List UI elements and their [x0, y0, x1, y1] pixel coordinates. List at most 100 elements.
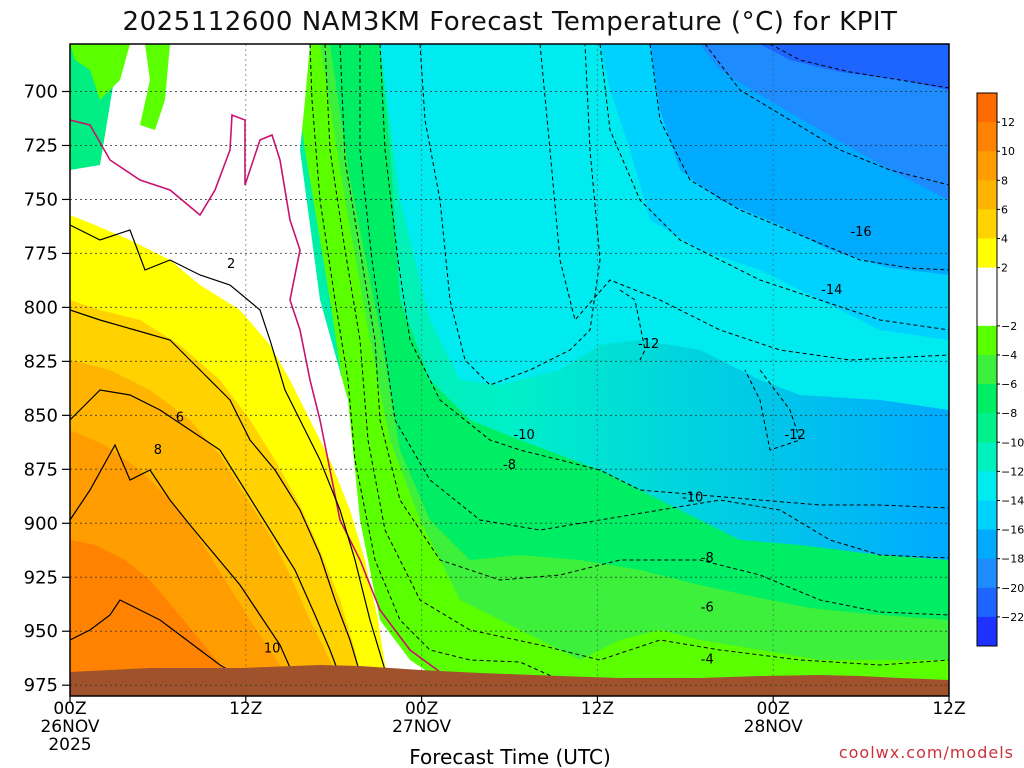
contour-minus-2	[309, 44, 561, 681]
y-axis: 700 725 750 775 800 825 850 875 900 925 950 975	[24, 81, 70, 696]
contour-labels: 2 6 8 10 -10 -8 -12 -10 -8 -6 -4 -12 -14 -16	[154, 225, 872, 667]
contour-label: -12	[785, 428, 806, 443]
grid	[70, 44, 949, 696]
contour-label: -10	[682, 490, 703, 505]
x-tick-label: 00Z	[757, 699, 790, 719]
contour-label: -8	[503, 458, 516, 473]
contour-label: -12	[638, 337, 659, 352]
y-tick-label: 825	[24, 351, 58, 372]
colorbar-swatch	[977, 325, 997, 356]
colorbar-swatch	[977, 442, 997, 472]
colorbar-swatch	[977, 93, 997, 123]
contour-minus-6	[339, 44, 949, 616]
colorbar-swatch	[977, 151, 997, 181]
x-axis-label: Forecast Time (UTC)	[409, 745, 611, 768]
contour-minus-20	[704, 44, 949, 186]
colorbar-tick-label: 8	[1001, 174, 1008, 187]
colorbar-tick-label: −18	[1001, 553, 1024, 566]
contour-minus-4	[324, 44, 949, 666]
y-tick-label: 700	[24, 81, 58, 102]
colorbar-tick-label: −10	[1001, 436, 1024, 449]
contour-minus-18	[649, 44, 949, 271]
colorbar-tick-label: 6	[1001, 203, 1008, 216]
colorbar-tick-label: −8	[1001, 407, 1017, 420]
colorbar-swatch	[977, 209, 997, 240]
x-tick-label: 28NOV	[744, 717, 803, 737]
contour-10	[70, 599, 246, 681]
contour-label: -16	[850, 225, 871, 240]
colorbar-swatch	[977, 529, 997, 560]
x-tick-label: 00Z	[405, 699, 438, 719]
colorbar-swatch	[977, 238, 997, 269]
band-minus-8	[300, 44, 949, 696]
contour-2	[70, 224, 386, 671]
y-tick-label: 950	[24, 621, 58, 642]
plot-frame	[69, 43, 950, 697]
contour-label: -10	[514, 428, 535, 443]
contour-label: -8	[701, 551, 714, 566]
contour-minus-22	[769, 44, 949, 89]
x-tick-label: 12Z	[229, 699, 262, 719]
colorbar-frame	[976, 92, 998, 647]
y-tick-label: 925	[24, 567, 58, 588]
x-tick-label: 27NOV	[392, 717, 451, 737]
y-tick-label: 750	[24, 189, 58, 210]
temperature-field	[70, 44, 949, 696]
colorbar-tick-label: −14	[1001, 494, 1024, 507]
ground-surface	[70, 665, 949, 696]
colorbar-tick-label: 4	[1001, 233, 1008, 246]
x-tick-label: 2025	[48, 735, 91, 755]
colorbar-swatch	[977, 558, 997, 589]
colorbar-swatch	[977, 616, 997, 647]
colorbar-swatch	[977, 500, 997, 531]
colorbar-tick-label: 12	[1001, 116, 1015, 129]
colorbar-tick-label: −20	[1001, 582, 1024, 595]
x-tick-label: 26NOV	[40, 717, 99, 737]
colorbar-tick-label: −6	[1001, 378, 1017, 391]
colorbar-swatch	[977, 354, 997, 385]
contour-label: -14	[821, 283, 842, 298]
x-tick-label: 00Z	[53, 699, 86, 719]
colorbar-swatch	[977, 471, 997, 501]
contour-label: 6	[176, 410, 184, 425]
contour-label: 10	[264, 642, 281, 657]
contour-minus-12	[419, 44, 801, 451]
chart-title: 2025112600 NAM3KM Forecast Temperature (…	[123, 7, 898, 37]
credit-text: coolwx.com/models	[839, 743, 1014, 762]
colorbar-swatch	[977, 587, 997, 618]
contour-minus-8	[359, 44, 949, 559]
band-minus-6	[300, 44, 949, 696]
x-tick-label: 12Z	[581, 699, 614, 719]
contour-label: -6	[701, 600, 714, 615]
blob-minus-4	[70, 44, 130, 100]
contour-label: 2	[227, 257, 235, 272]
y-tick-label: 775	[24, 243, 58, 264]
contour-label: -4	[701, 652, 714, 667]
colorbar-tick-label: −2	[1001, 320, 1017, 333]
colorbar-swatch	[977, 413, 997, 443]
y-tick-label: 900	[24, 513, 58, 534]
band-minus-22	[760, 44, 949, 90]
contour-minus-16	[599, 44, 949, 331]
colorbar-swatch	[977, 267, 997, 327]
colorbar-swatch	[977, 122, 997, 152]
colorbar-tick-label: −16	[1001, 524, 1024, 537]
colorbar-tick-label: −4	[1001, 349, 1017, 362]
y-tick-label: 725	[24, 135, 58, 156]
colorbar-tick-label: 10	[1001, 145, 1015, 158]
contour-8	[70, 443, 301, 691]
y-tick-label: 975	[24, 675, 58, 696]
colorbar-swatch	[977, 180, 997, 210]
y-tick-label: 800	[24, 297, 58, 318]
x-tick-label: 12Z	[932, 699, 965, 719]
colorbar-tick-label: −12	[1001, 465, 1024, 478]
contour-lines	[70, 44, 949, 691]
contour-6	[70, 389, 346, 691]
contour-4	[70, 309, 366, 691]
contour-0	[70, 113, 441, 673]
colorbar-tick-label: 2	[1001, 262, 1008, 275]
contour-label: 8	[154, 443, 162, 458]
contour-minus-14	[539, 44, 949, 361]
